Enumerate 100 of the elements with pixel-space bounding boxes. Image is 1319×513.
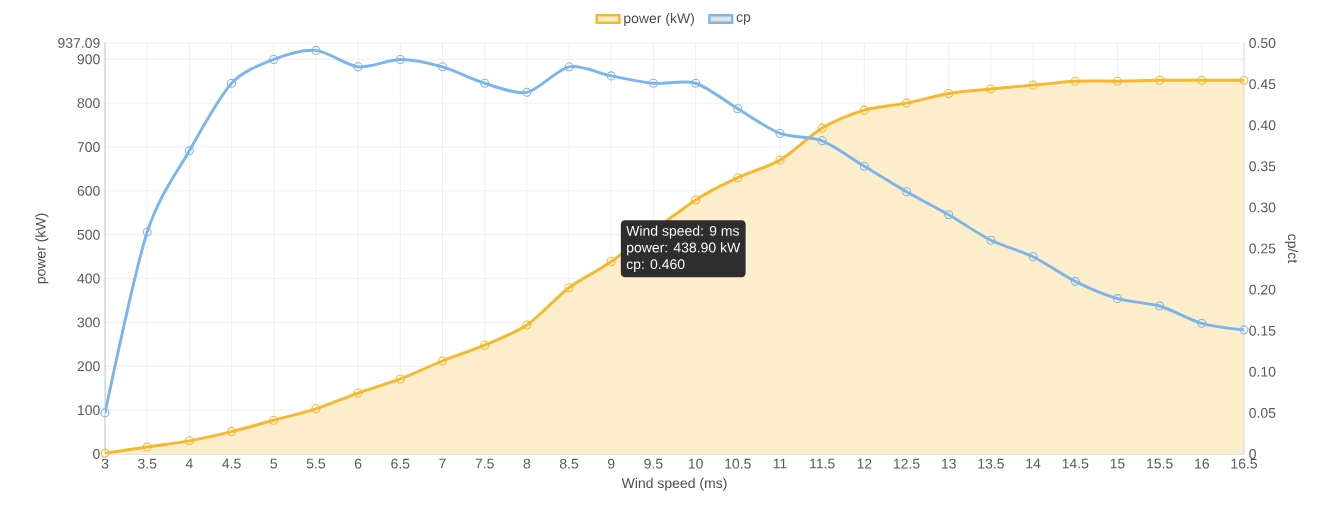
point	[564, 62, 574, 72]
y2-tick-label: 0.45	[1249, 79, 1276, 90]
y2-tick-label: 0.05	[1249, 407, 1276, 418]
x-tick-label: 9.5	[644, 458, 663, 469]
point	[564, 283, 574, 293]
x-tick-label: 5.5	[306, 458, 326, 469]
x-tick-label: 11	[773, 458, 787, 469]
x-tick-label: 4.5	[222, 458, 241, 469]
x-tick-label: 6.5	[391, 458, 410, 469]
point	[1112, 76, 1122, 86]
point	[227, 78, 237, 88]
point	[1112, 294, 1122, 304]
point	[986, 235, 996, 245]
point	[1197, 75, 1207, 85]
point	[859, 105, 869, 115]
y-tick-label: 400	[77, 273, 100, 284]
y-tick-label: 937.09	[58, 38, 100, 48]
x-tick-label: 12	[857, 458, 872, 469]
y2-tick-label: 0.20	[1249, 284, 1276, 295]
point	[986, 84, 996, 94]
y2-tick-label: 0.25	[1249, 243, 1276, 254]
x-tick-label: 15.5	[1147, 458, 1173, 469]
x-axis-title: Wind speed (ms)	[621, 477, 727, 491]
point	[648, 78, 658, 88]
point	[269, 54, 279, 64]
x-tick-label: 10	[688, 458, 703, 469]
point	[1197, 318, 1207, 328]
point	[1239, 75, 1249, 85]
y-tick-label: 600	[77, 185, 100, 196]
annotation: cp: 0.460	[626, 259, 685, 272]
point	[691, 78, 701, 88]
x-tick-label: 10.5	[725, 458, 751, 469]
x-tick-label: 9	[607, 458, 615, 469]
y2-tick-label: 0.40	[1249, 120, 1276, 131]
x-tick-label: 14	[1026, 458, 1041, 469]
point	[395, 54, 405, 64]
y-tick-label: 200	[77, 361, 100, 372]
x-tick-label: 13.5	[978, 458, 1004, 469]
point	[353, 62, 363, 72]
x-tick-label: 7.5	[475, 458, 494, 469]
point	[227, 427, 237, 437]
point	[395, 374, 405, 384]
y-axis-title: power (kW)	[35, 213, 49, 284]
point	[944, 88, 954, 98]
point	[817, 136, 827, 146]
x-tick-label: 4	[185, 458, 193, 469]
point	[269, 415, 279, 425]
x-tick-label: 15	[1110, 458, 1125, 469]
point	[480, 78, 490, 88]
x-tick-label: 3	[101, 458, 109, 469]
point	[1070, 76, 1080, 86]
point	[901, 98, 912, 108]
x-tick-label: 14.5	[1062, 458, 1089, 469]
x-tick-label: 13	[941, 458, 956, 469]
point	[775, 155, 785, 165]
x-tick-label: 7	[439, 458, 446, 469]
point	[184, 146, 194, 156]
point	[522, 87, 532, 97]
annotation: Wind speed: 9 ms	[626, 225, 739, 239]
point	[142, 442, 152, 452]
x-tick-label: 6	[354, 458, 362, 469]
y2-tick-label: 0.50	[1249, 38, 1276, 48]
point	[184, 436, 194, 446]
point	[691, 195, 701, 205]
legend-label: power (kW)	[624, 12, 694, 26]
point	[142, 227, 152, 237]
point	[1028, 252, 1038, 262]
y-tick-label: 700	[77, 142, 100, 152]
point	[775, 128, 785, 138]
point	[859, 161, 869, 171]
point	[437, 62, 448, 72]
y2-tick-label: 0.30	[1249, 202, 1276, 213]
y-tick-label: 100	[78, 405, 100, 416]
point	[1070, 276, 1080, 286]
point	[100, 408, 110, 418]
x-tick-label: 11.5	[810, 458, 835, 469]
point	[522, 320, 532, 330]
x-tick-label: 8	[523, 458, 531, 469]
point	[100, 448, 110, 458]
point	[311, 45, 321, 55]
point	[1239, 325, 1249, 335]
y2-tick-label: 0.10	[1249, 366, 1276, 377]
point	[1155, 301, 1165, 311]
point	[353, 388, 363, 398]
point	[733, 173, 743, 183]
y2-tick-label: 0	[1249, 449, 1256, 459]
point	[1155, 75, 1165, 85]
y2-axis-title: cp/ct	[1285, 234, 1299, 264]
x-tick-label: 3.5	[137, 458, 157, 469]
point	[944, 210, 954, 220]
x-tick-label: 16	[1195, 458, 1209, 469]
legend-label: cp	[736, 14, 751, 25]
x-tick-label: 16.5	[1231, 458, 1258, 469]
point	[733, 104, 743, 114]
x-tick-label: 12.5	[893, 458, 920, 469]
y2-tick-label: 0.35	[1249, 161, 1276, 172]
point	[606, 256, 616, 267]
x-tick-label: 5	[270, 458, 278, 469]
y-tick-label: 800	[77, 98, 100, 109]
point	[480, 340, 490, 350]
